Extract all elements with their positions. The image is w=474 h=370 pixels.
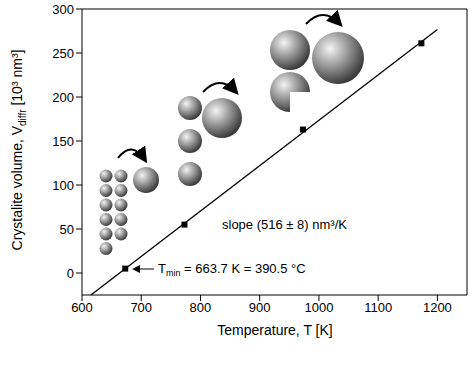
svg-text:800: 800 (190, 300, 212, 315)
svg-text:1100: 1100 (364, 300, 392, 315)
svg-text:1000: 1000 (304, 300, 333, 315)
svg-text:250: 250 (52, 46, 74, 61)
svg-text:slope (516 ± 8) nm³/K: slope (516 ± 8) nm³/K (222, 217, 347, 232)
svg-text:900: 900 (249, 300, 271, 315)
svg-text:300: 300 (52, 2, 74, 17)
svg-text:700: 700 (130, 300, 152, 315)
svg-text:600: 600 (71, 300, 93, 315)
svg-text:150: 150 (52, 134, 74, 149)
svg-text:Crystalite volume, Vdiffr [10³: Crystalite volume, Vdiffr [10³ nm³] (9, 50, 28, 251)
svg-text:100: 100 (52, 178, 74, 193)
svg-text:Temperature, T [K]: Temperature, T [K] (217, 322, 332, 338)
svg-text:0: 0 (67, 266, 74, 281)
svg-text:1200: 1200 (423, 300, 452, 315)
svg-text:200: 200 (52, 90, 74, 105)
svg-text:Tmin = 663.7 K = 390.5 °C: Tmin = 663.7 K = 390.5 °C (158, 261, 306, 278)
svg-text:50: 50 (60, 222, 74, 237)
